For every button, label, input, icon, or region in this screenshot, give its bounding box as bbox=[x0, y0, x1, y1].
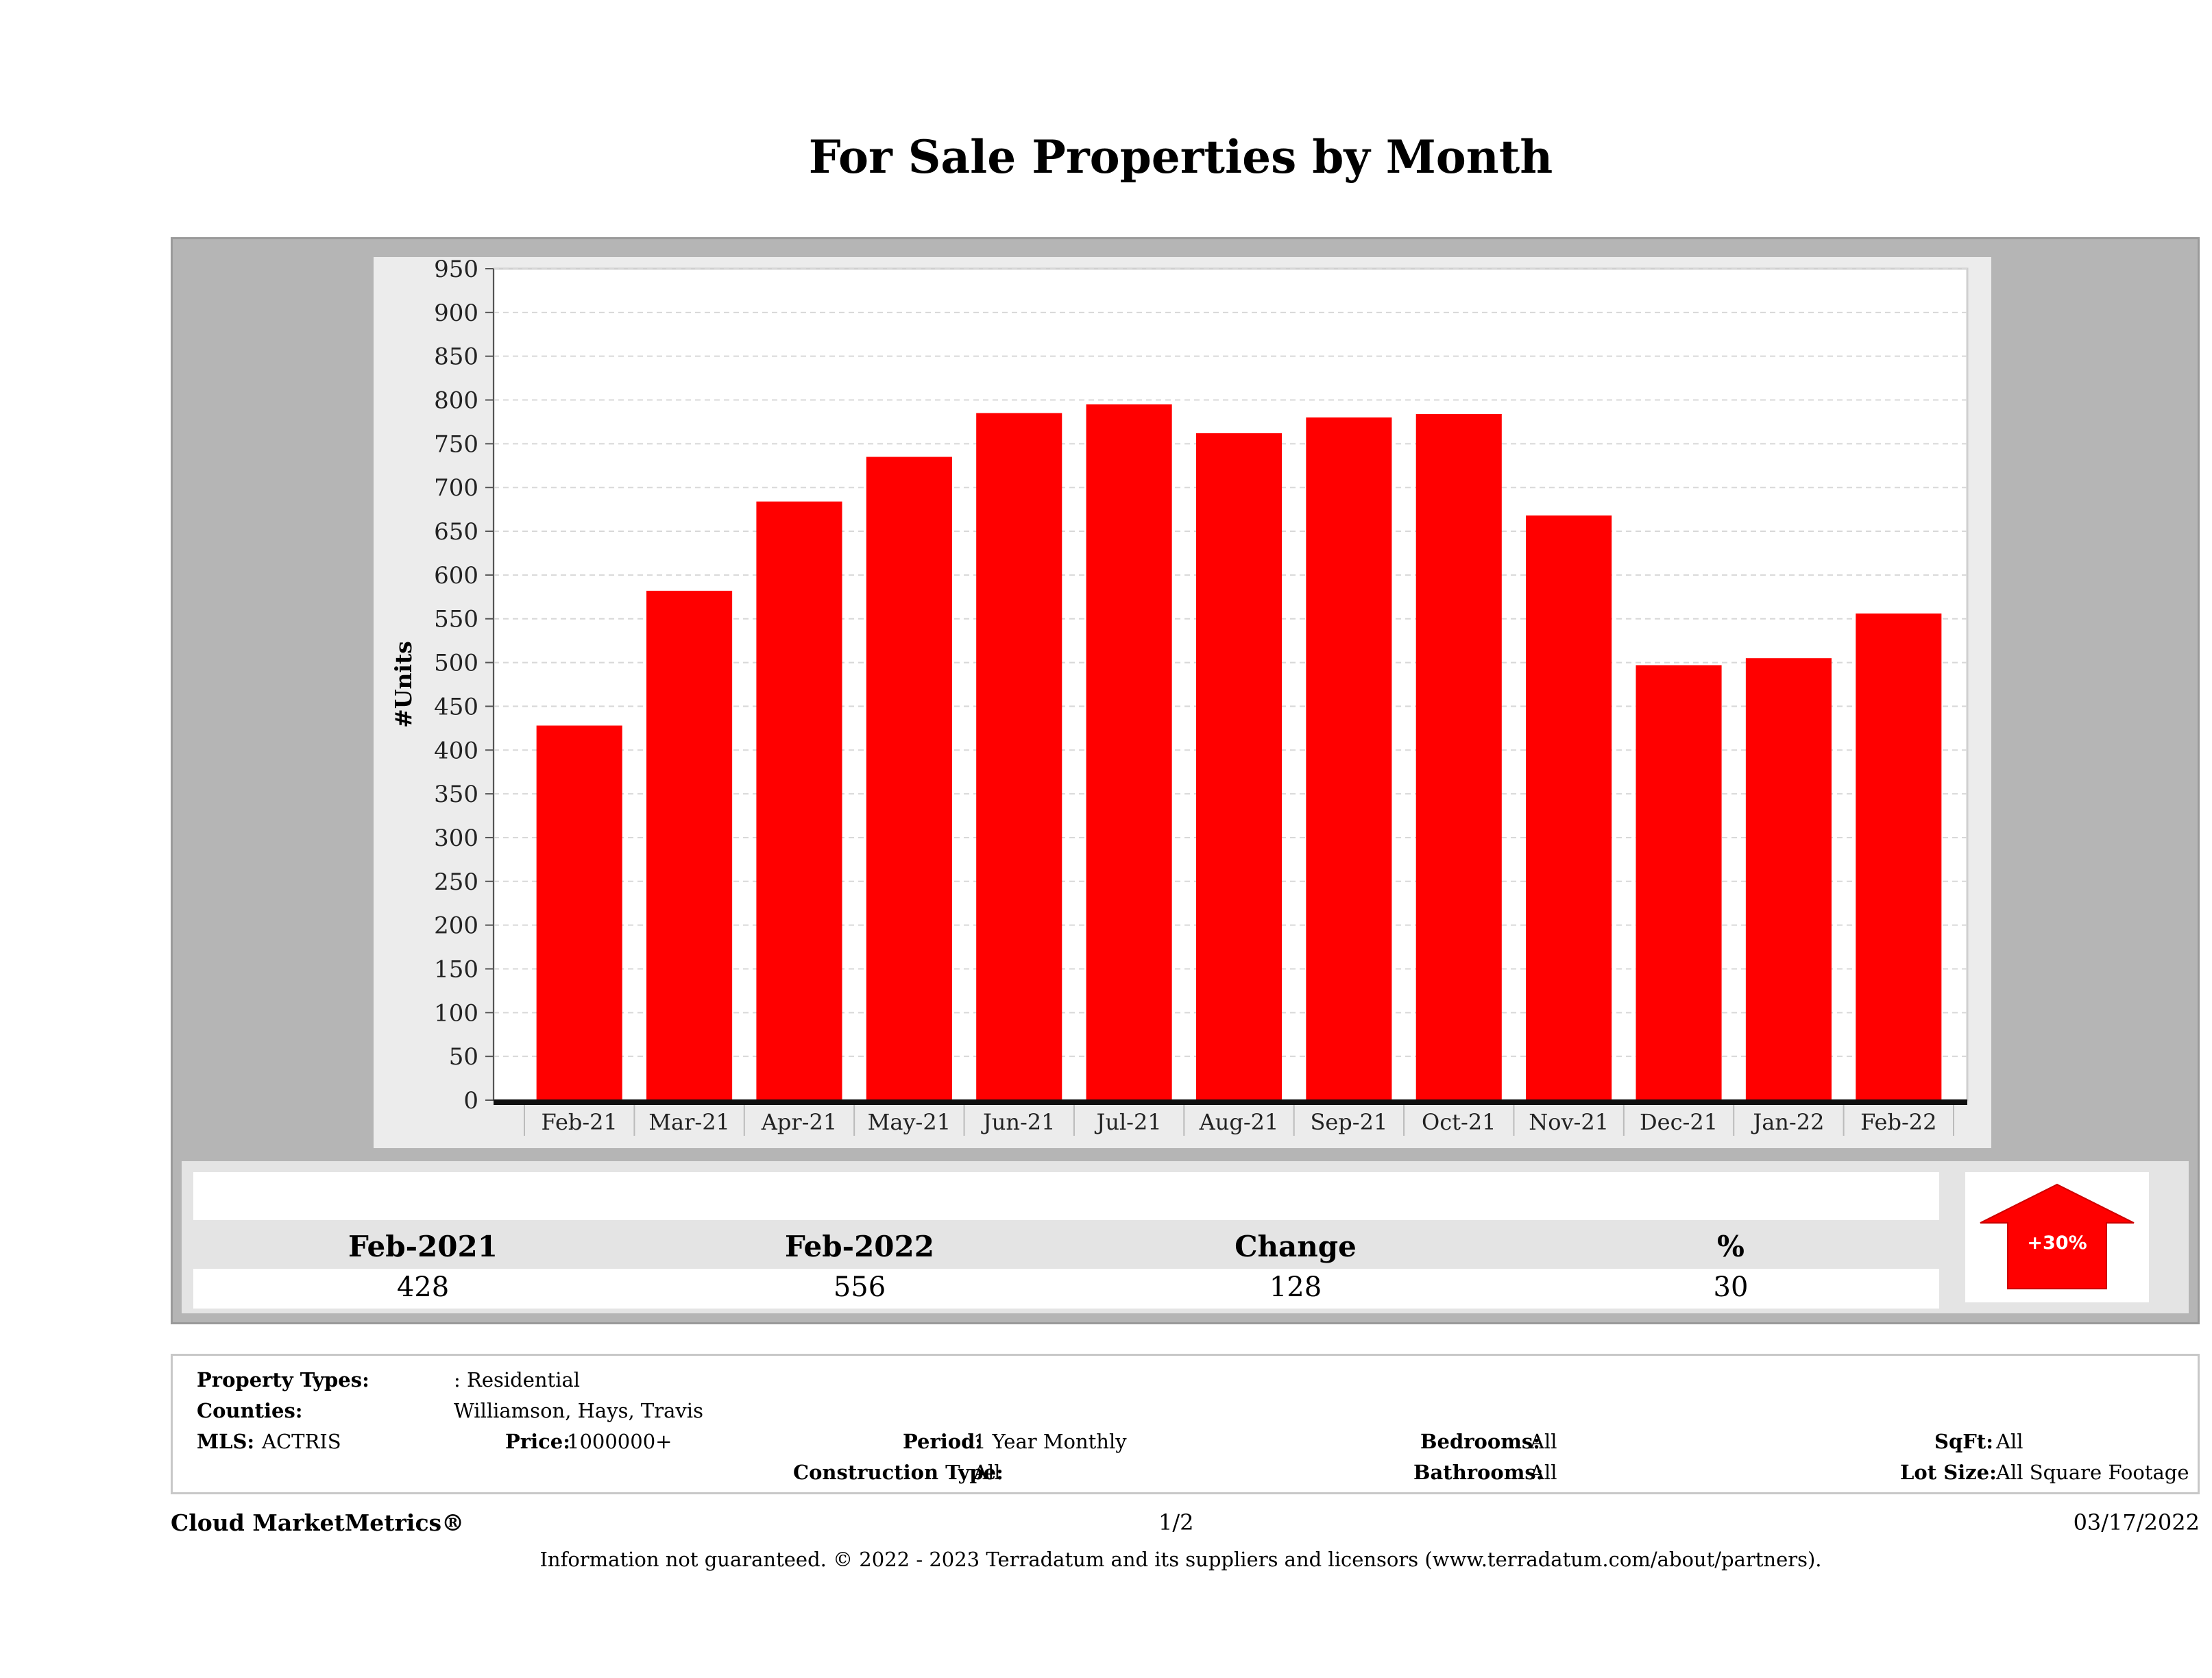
bar bbox=[1306, 417, 1392, 1100]
bedrooms-label: Bedrooms: bbox=[1420, 1430, 1540, 1453]
price-value: 1000000+ bbox=[567, 1430, 672, 1453]
mls-value: ACTRIS bbox=[262, 1430, 341, 1453]
bar bbox=[866, 457, 952, 1100]
y-tick-label: 400 bbox=[434, 737, 478, 764]
x-tick-label: Jun-21 bbox=[981, 1109, 1056, 1135]
summary-value-start: 428 bbox=[396, 1272, 450, 1303]
x-tick-label: Jan-22 bbox=[1751, 1109, 1824, 1135]
summary-values-row: 428 556 128 30 bbox=[193, 1269, 1939, 1309]
x-tick-label: Oct-21 bbox=[1422, 1109, 1496, 1135]
chart-area: 0 50 100 150 200 250 300 350 400 450 500 550 600 650 7… bbox=[374, 257, 1991, 1148]
x-tick-label: Feb-22 bbox=[1860, 1109, 1936, 1135]
construction-type-label: Construction Type: bbox=[793, 1461, 1004, 1484]
summary-labels-row: Feb-2021 Feb-2022 Change % bbox=[193, 1227, 1939, 1268]
lot-size-label: Lot Size: bbox=[1900, 1461, 1997, 1484]
bedrooms-value: All bbox=[1530, 1430, 1557, 1453]
y-tick-label: 250 bbox=[434, 868, 478, 896]
bar bbox=[1636, 665, 1722, 1100]
y-tick-label: 0 bbox=[463, 1087, 478, 1115]
y-tick-label: 900 bbox=[434, 300, 478, 327]
trend-badge-label: +30% bbox=[2027, 1232, 2087, 1254]
mls-label: MLS: bbox=[197, 1430, 255, 1453]
summary-value-change: 128 bbox=[1269, 1272, 1322, 1303]
lot-size-value: All Square Footage bbox=[1996, 1461, 2189, 1484]
summary-panel: Feb-2021 Feb-2022 Change % 428 556 128 3… bbox=[182, 1161, 2189, 1313]
page-number: 1/2 bbox=[1158, 1509, 1194, 1535]
y-tick-label: 800 bbox=[434, 387, 478, 415]
y-tick-label: 500 bbox=[434, 650, 478, 677]
disclaimer-text: Information not guaranteed. © 2022 - 202… bbox=[539, 1548, 1822, 1571]
summary-label-percent: % bbox=[1717, 1230, 1745, 1263]
bar bbox=[646, 590, 733, 1100]
summary-value-end: 556 bbox=[833, 1272, 886, 1303]
summary-header-strip bbox=[193, 1172, 1939, 1220]
y-tick-label: 100 bbox=[434, 999, 478, 1027]
y-tick-label: 450 bbox=[434, 693, 478, 720]
x-tick-label: Feb-21 bbox=[541, 1109, 617, 1135]
brand-name: Cloud MarketMetrics® bbox=[171, 1509, 465, 1536]
property-types-label: Property Types: bbox=[197, 1368, 369, 1391]
property-types-value: : Residential bbox=[454, 1368, 581, 1391]
bar bbox=[1195, 433, 1283, 1100]
y-tick-label: 300 bbox=[434, 825, 478, 852]
report-date: 03/17/2022 bbox=[2073, 1509, 2200, 1535]
bar bbox=[1086, 404, 1172, 1100]
y-tick-label: 750 bbox=[434, 430, 478, 458]
x-tick-label: Dec-21 bbox=[1640, 1109, 1718, 1135]
counties-label: Counties: bbox=[197, 1399, 303, 1422]
bar bbox=[1745, 658, 1832, 1100]
up-arrow-icon: +30% bbox=[1980, 1183, 2135, 1289]
period-value: 1 Year Monthly bbox=[973, 1430, 1127, 1453]
bar bbox=[536, 725, 622, 1100]
y-tick-label: 200 bbox=[434, 912, 478, 940]
x-tick-label: Mar-21 bbox=[648, 1109, 730, 1135]
bathrooms-label: Bathrooms: bbox=[1413, 1461, 1544, 1484]
summary-label-start: Feb-2021 bbox=[348, 1230, 498, 1263]
bar bbox=[1526, 515, 1612, 1100]
y-tick-label: 50 bbox=[449, 1043, 478, 1071]
summary-value-percent: 30 bbox=[1713, 1272, 1749, 1303]
y-tick-label: 700 bbox=[434, 474, 478, 502]
bar bbox=[1415, 413, 1502, 1100]
y-tick-label: 850 bbox=[434, 343, 478, 371]
x-tick-label: Nov-21 bbox=[1529, 1109, 1609, 1135]
period-label: Period: bbox=[903, 1430, 983, 1453]
y-tick-label: 150 bbox=[434, 956, 478, 983]
y-tick-label: 550 bbox=[434, 606, 478, 633]
page-title: For Sale Properties by Month bbox=[808, 130, 1553, 184]
bar-chart: 0 50 100 150 200 250 300 350 400 450 500 550 600 650 7… bbox=[390, 257, 1969, 1136]
construction-type-value: All bbox=[973, 1461, 1001, 1484]
sqft-value: All bbox=[1996, 1430, 2023, 1453]
x-tick-label: Jul-21 bbox=[1095, 1109, 1162, 1135]
y-tick-label: 950 bbox=[434, 257, 478, 283]
trend-badge-box: +30% bbox=[1965, 1172, 2149, 1302]
y-tick-label: 350 bbox=[434, 781, 478, 808]
summary-label-end: Feb-2022 bbox=[785, 1230, 934, 1263]
x-tick-label: Aug-21 bbox=[1199, 1109, 1279, 1135]
bar bbox=[1856, 613, 1942, 1100]
filter-info-panel: Property Types: : Residential Counties: … bbox=[171, 1354, 2200, 1494]
x-tick-label: Sep-21 bbox=[1310, 1109, 1387, 1135]
x-tick-label: Apr-21 bbox=[761, 1109, 837, 1135]
summary-label-change: Change bbox=[1235, 1230, 1357, 1263]
y-tick-label: 600 bbox=[434, 562, 478, 589]
y-tick-label: 650 bbox=[434, 518, 478, 546]
y-axis-label: #Units bbox=[390, 641, 417, 728]
counties-value: Williamson, Hays, Travis bbox=[454, 1399, 703, 1422]
x-tick-label: May-21 bbox=[868, 1109, 951, 1135]
sqft-label: SqFt: bbox=[1934, 1430, 1993, 1453]
bar bbox=[976, 413, 1062, 1100]
bar bbox=[756, 501, 842, 1100]
price-label: Price: bbox=[505, 1430, 570, 1453]
bathrooms-value: All bbox=[1530, 1461, 1557, 1484]
